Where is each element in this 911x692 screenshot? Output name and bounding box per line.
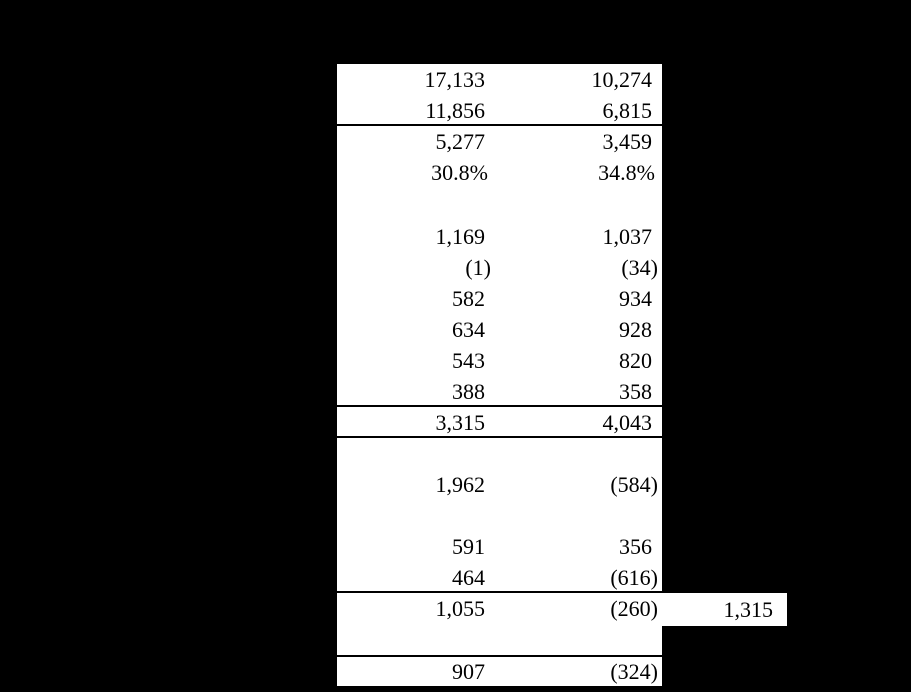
value-cell: 907 [452,659,485,684]
table-row: 543 820 [337,345,662,376]
value-cell [337,500,491,531]
value-cell: 11,856 [425,98,485,123]
value-cell: (324) [610,659,658,684]
value-cell: 30.8% [431,160,488,185]
value-cell: 464 [452,565,485,590]
value-cell: 934 [619,286,652,311]
value-cell: 1,055 [435,596,486,621]
table-row: 17,133 10,274 [337,64,662,95]
table-row: (1) (34) [337,252,662,283]
table-row-blank [337,438,662,469]
value-cell: 591 [452,534,485,559]
value-cell: (34) [621,255,658,280]
table-row: 11,856 6,815 [337,95,662,126]
value-cell: 356 [619,534,652,559]
value-cell: (260) [610,596,658,621]
value-cell: 634 [452,317,485,342]
table-row: 1,169 1,037 [337,221,662,252]
table-row-blank [337,624,662,657]
table-row: 1,962 (584) [337,469,662,500]
value-cell: 543 [452,348,485,373]
value-cell: 928 [619,317,652,342]
value-cell [491,438,658,469]
value-cell: 820 [619,348,652,373]
table-row-subtotal: 3,315 4,043 [337,407,662,438]
value-cell: 358 [619,379,652,404]
value-cell: 5,277 [435,129,486,154]
table-row: 582 934 [337,283,662,314]
table-row: 591 356 [337,531,662,562]
value-cell: 3,315 [435,410,486,435]
table-row: 388 358 [337,376,662,407]
value-cell [337,624,491,655]
value-cell [491,500,658,531]
value-cell: 388 [452,379,485,404]
financial-table: 17,133 10,274 11,856 6,815 5,277 3,459 3… [337,64,662,686]
table-row: 907 (324) [337,657,662,686]
callout-value-box: 1,315 [662,593,787,626]
value-cell: 582 [452,286,485,311]
value-cell: (1) [465,255,491,280]
value-cell [491,624,658,655]
value-cell [491,188,658,221]
table-row: 5,277 3,459 [337,126,662,157]
value-cell: 1,169 [435,224,486,249]
table-row-blank [337,188,662,221]
value-cell: 1,962 [435,472,486,497]
value-cell: 17,133 [424,67,486,92]
value-cell: 10,274 [591,67,653,92]
value-cell [337,188,491,221]
value-cell: 6,815 [602,98,653,123]
value-cell: 1,037 [602,224,653,249]
table-row: 30.8% 34.8% [337,157,662,188]
table-row-blank [337,500,662,531]
table-row: 634 928 [337,314,662,345]
value-cell: 3,459 [602,129,653,154]
value-cell: 34.8% [598,160,655,185]
value-cell: (616) [610,565,658,590]
value-cell: 4,043 [602,410,653,435]
value-cell: (584) [610,472,658,497]
table-row: 464 (616) [337,562,662,593]
table-row-subtotal: 1,055 (260) [337,593,662,624]
value-cell [337,438,491,469]
